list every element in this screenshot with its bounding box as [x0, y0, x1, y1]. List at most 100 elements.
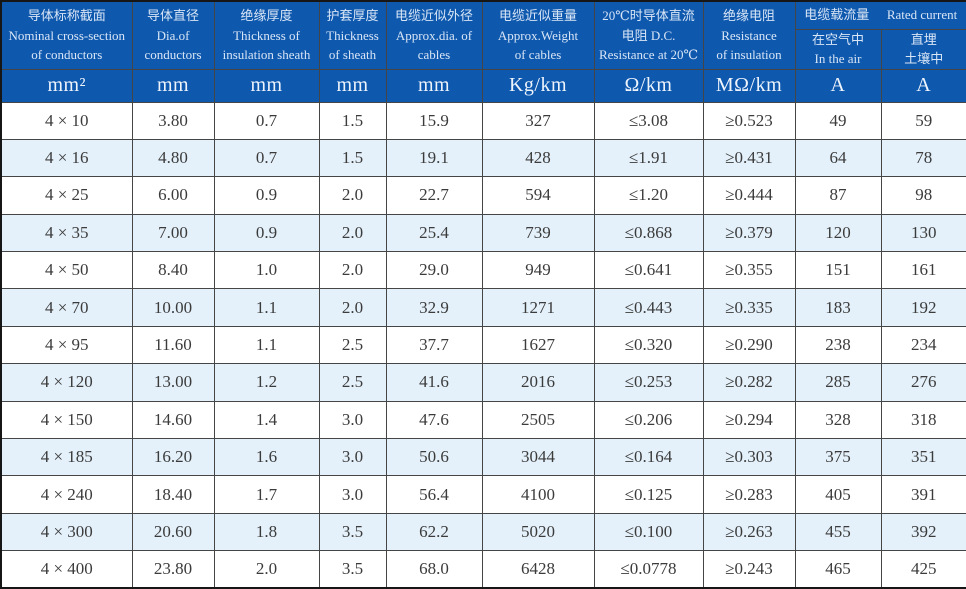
column-header-line: 护套厚度: [320, 6, 386, 26]
column-header-line: Thickness: [320, 26, 386, 46]
table-cell: ≥0.303: [703, 439, 795, 476]
table-cell: ≥0.243: [703, 551, 795, 588]
table-cell: 1627: [482, 326, 594, 363]
row-label: 4 × 50: [1, 252, 132, 289]
table-cell: 0.9: [214, 214, 319, 251]
sub-column-header-buried: 直埋土壤中: [881, 29, 966, 69]
table-cell: 6.00: [132, 177, 214, 214]
column-header-line: conductors: [133, 45, 214, 65]
table-cell: 3.0: [319, 439, 386, 476]
unit-cell-current-0: A: [795, 69, 881, 102]
table-cell: ≤0.443: [594, 289, 703, 326]
table-cell: 3.0: [319, 476, 386, 513]
table-cell: 2.0: [214, 551, 319, 588]
column-header-line: 电阻 D.C.: [595, 26, 703, 46]
table-cell: 32.9: [386, 289, 482, 326]
unit-cell-6: Ω/km: [594, 69, 703, 102]
table-cell: 62.2: [386, 513, 482, 550]
table-cell: 1.5: [319, 139, 386, 176]
column-header-line: Dia.of: [133, 26, 214, 46]
table-cell: 276: [881, 364, 966, 401]
table-cell: 5020: [482, 513, 594, 550]
table-cell: 13.00: [132, 364, 214, 401]
table-cell: 1.6: [214, 439, 319, 476]
table-cell: ≤0.164: [594, 439, 703, 476]
table-cell: 98: [881, 177, 966, 214]
table-cell: 2.0: [319, 289, 386, 326]
column-header-line: 导体直径: [133, 6, 214, 26]
table-cell: ≥0.263: [703, 513, 795, 550]
table-cell: 49: [795, 102, 881, 139]
column-header-line: 绝缘厚度: [215, 6, 319, 26]
column-header-line: insulation sheath: [215, 45, 319, 65]
table-cell: 1.1: [214, 289, 319, 326]
row-label: 4 × 400: [1, 551, 132, 588]
table-cell: 7.00: [132, 214, 214, 251]
table-cell: 1271: [482, 289, 594, 326]
table-cell: 8.40: [132, 252, 214, 289]
table-cell: 318: [881, 401, 966, 438]
table-cell: 1.0: [214, 252, 319, 289]
column-header-line: Thickness of: [215, 26, 319, 46]
table-cell: ≥0.444: [703, 177, 795, 214]
table-cell: 87: [795, 177, 881, 214]
column-header-line: of sheath: [320, 45, 386, 65]
column-header-line: cables: [387, 45, 482, 65]
column-header-line: 电缆近似重量: [483, 6, 594, 26]
table-cell: 428: [482, 139, 594, 176]
table-cell: ≥0.355: [703, 252, 795, 289]
row-label: 4 × 95: [1, 326, 132, 363]
table-cell: 1.1: [214, 326, 319, 363]
table-cell: 120: [795, 214, 881, 251]
table-cell: 4100: [482, 476, 594, 513]
table-cell: ≥0.523: [703, 102, 795, 139]
sub-column-header-line: In the air: [796, 49, 881, 69]
table-cell: 2.0: [319, 177, 386, 214]
table-cell: ≤3.08: [594, 102, 703, 139]
column-header-line: of insulation: [704, 45, 795, 65]
table-cell: ≥0.290: [703, 326, 795, 363]
column-header-line: Resistance at 20℃: [595, 45, 703, 65]
table-cell: 1.7: [214, 476, 319, 513]
table-cell: 3.5: [319, 513, 386, 550]
column-header-line: 电缆近似外径: [387, 6, 482, 26]
table-cell: ≤0.100: [594, 513, 703, 550]
table-cell: 22.7: [386, 177, 482, 214]
column-header-line: 绝缘电阻: [704, 6, 795, 26]
sub-column-header-line: 在空气中: [796, 30, 881, 50]
table-cell: ≤0.206: [594, 401, 703, 438]
table-cell: 392: [881, 513, 966, 550]
table-cell: 465: [795, 551, 881, 588]
table-cell: 23.80: [132, 551, 214, 588]
table-cell: 3.80: [132, 102, 214, 139]
table-cell: 41.6: [386, 364, 482, 401]
table-cell: 16.20: [132, 439, 214, 476]
table-cell: 18.40: [132, 476, 214, 513]
column-header-6: 20℃时导体直流电阻 D.C.Resistance at 20℃: [594, 1, 703, 69]
unit-cell-1: mm: [132, 69, 214, 102]
table-cell: 50.6: [386, 439, 482, 476]
table-cell: 1.8: [214, 513, 319, 550]
table-cell: 14.60: [132, 401, 214, 438]
row-label: 4 × 240: [1, 476, 132, 513]
table-cell: ≥0.335: [703, 289, 795, 326]
table-cell: 11.60: [132, 326, 214, 363]
row-label: 4 × 35: [1, 214, 132, 251]
table-cell: 56.4: [386, 476, 482, 513]
table-cell: 4.80: [132, 139, 214, 176]
table-cell: 68.0: [386, 551, 482, 588]
table-cell: 351: [881, 439, 966, 476]
